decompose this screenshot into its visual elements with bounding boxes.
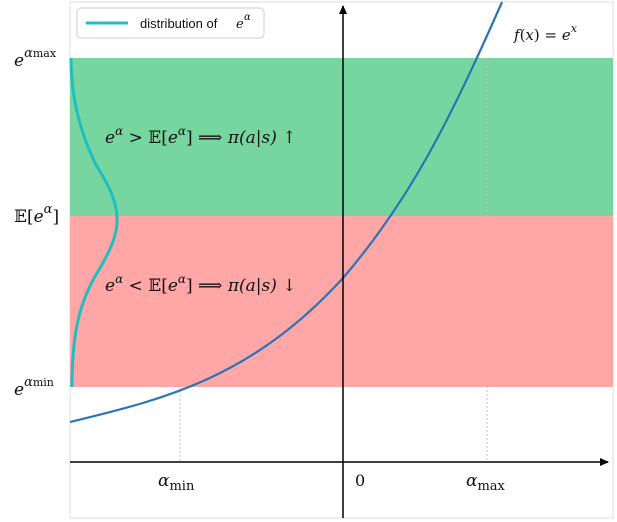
y-label-e-alpha-max: eαmax: [14, 46, 57, 71]
function-label: f(x) = ex: [513, 22, 578, 44]
upper-region-band: [70, 58, 613, 216]
lower-region-annotation: eα < 𝔼[eα] ⟹ π(a|s) ↓: [105, 272, 297, 296]
x-label-alpha-min: αmin: [158, 471, 195, 494]
legend-e: e: [236, 17, 244, 32]
legend: distribution of e α: [76, 7, 265, 39]
y-label-e-alpha-min: eαmin: [14, 375, 54, 400]
legend-label: distribution of: [140, 16, 218, 31]
legend-sup-alpha: α: [244, 12, 251, 23]
distribution-curve: [69, 57, 119, 388]
x-label-zero: 0: [355, 471, 365, 490]
lower-region-band: [70, 216, 613, 387]
x-label-alpha-max: αmax: [466, 471, 506, 494]
upper-region-annotation: eα > 𝔼[eα] ⟹ π(a|s) ↑: [105, 124, 297, 148]
legend-box: [76, 7, 265, 39]
y-label-expectation: 𝔼[eα]: [14, 202, 59, 227]
